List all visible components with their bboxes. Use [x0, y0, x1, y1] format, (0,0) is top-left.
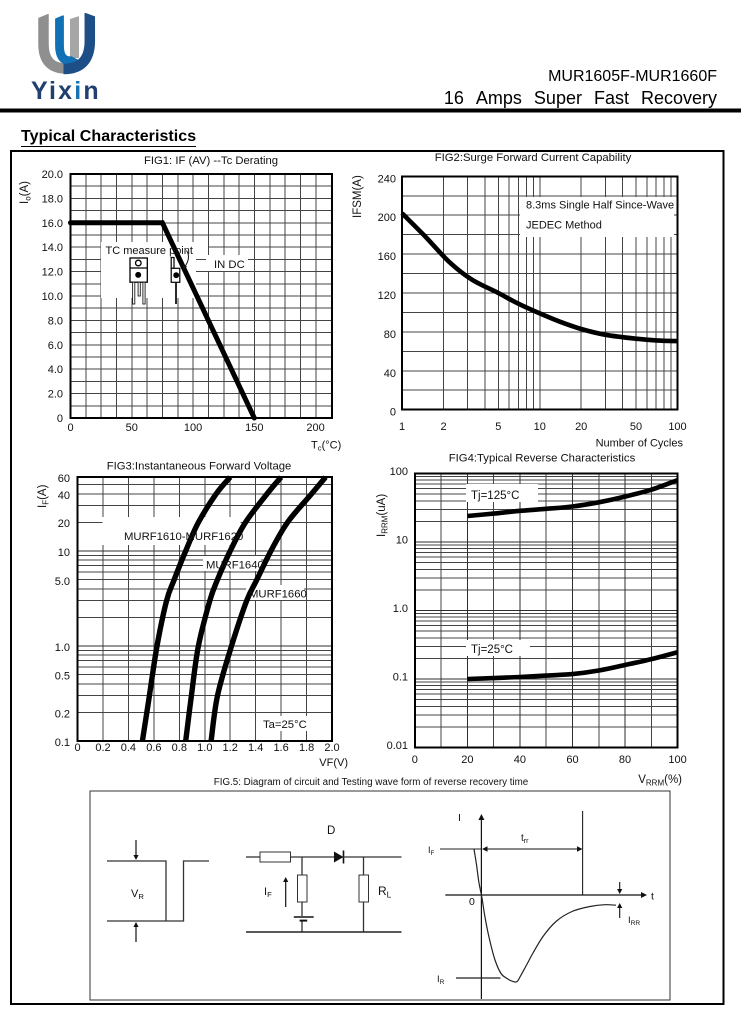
svg-text:Tc(°C): Tc(°C) — [311, 440, 341, 453]
svg-text:10: 10 — [534, 421, 546, 433]
svg-text:80: 80 — [619, 754, 631, 766]
svg-text:Number of Cycles: Number of Cycles — [596, 438, 684, 450]
svg-text:t: t — [651, 891, 654, 903]
svg-text:0.6: 0.6 — [146, 742, 161, 754]
svg-text:100: 100 — [668, 754, 686, 766]
svg-text:1.6: 1.6 — [273, 742, 288, 754]
svg-text:0.4: 0.4 — [121, 742, 136, 754]
svg-text:IN DC: IN DC — [214, 259, 245, 271]
svg-text:Yixin: Yixin — [31, 77, 101, 105]
svg-text:0.01: 0.01 — [387, 740, 408, 752]
svg-text:MUR1605F-MUR1660F: MUR1605F-MUR1660F — [548, 68, 717, 85]
svg-text:240: 240 — [378, 173, 396, 185]
svg-text:1.0: 1.0 — [197, 742, 212, 754]
svg-text:IRR: IRR — [628, 915, 640, 927]
svg-text:1.4: 1.4 — [248, 742, 263, 754]
svg-text:FIG2:Surge Forward Current Cap: FIG2:Surge Forward Current Capability — [435, 152, 632, 164]
svg-text:16.0: 16.0 — [42, 218, 63, 230]
svg-text:10: 10 — [396, 535, 408, 547]
svg-text:120: 120 — [378, 290, 396, 302]
svg-text:40: 40 — [514, 754, 526, 766]
svg-text:5: 5 — [495, 421, 501, 433]
svg-text:MURF1660: MURF1660 — [249, 589, 307, 601]
svg-text:100: 100 — [390, 466, 408, 478]
svg-text:IF: IF — [264, 886, 272, 899]
svg-text:4.0: 4.0 — [48, 364, 63, 376]
svg-text:Tj=25°C: Tj=25°C — [471, 644, 513, 656]
svg-text:Ta=25°C: Ta=25°C — [263, 719, 307, 731]
svg-text:0.1: 0.1 — [55, 737, 70, 749]
svg-text:6.0: 6.0 — [48, 340, 63, 352]
svg-text:FIG.5: Diagram of circuit and: FIG.5: Diagram of circuit and Testing wa… — [214, 777, 529, 788]
svg-text:60: 60 — [58, 473, 70, 485]
svg-text:VF(V): VF(V) — [319, 757, 348, 769]
svg-text:1.0: 1.0 — [55, 642, 70, 654]
svg-text:FIG3:Instantaneous Forward Vol: FIG3:Instantaneous Forward Voltage — [107, 461, 292, 473]
svg-text:160: 160 — [378, 251, 396, 263]
svg-text:14.0: 14.0 — [42, 242, 63, 254]
svg-text:VR: VR — [131, 888, 144, 901]
svg-text:Typical Characteristics: Typical Characteristics — [21, 128, 196, 145]
svg-text:16 Amps Super Fast Recovery: 16 Amps Super Fast Recovery — [444, 88, 717, 108]
svg-text:200: 200 — [378, 212, 396, 224]
svg-text:20: 20 — [461, 754, 473, 766]
svg-text:1.8: 1.8 — [299, 742, 314, 754]
svg-text:VRRM(%): VRRM(%) — [638, 774, 682, 787]
svg-text:5.0: 5.0 — [55, 576, 70, 588]
svg-text:2.0: 2.0 — [48, 389, 63, 401]
svg-text:MURF1610-MURF1620: MURF1610-MURF1620 — [124, 531, 243, 543]
svg-text:0: 0 — [74, 742, 80, 754]
svg-text:0.8: 0.8 — [172, 742, 187, 754]
svg-text:20: 20 — [575, 421, 587, 433]
svg-text:FIG4:Typical Reverse Character: FIG4:Typical Reverse Characteristics — [449, 453, 636, 465]
svg-text:2.0: 2.0 — [324, 742, 339, 754]
svg-text:60: 60 — [566, 754, 578, 766]
svg-text:10: 10 — [58, 547, 70, 559]
svg-text:0: 0 — [390, 407, 396, 419]
svg-text:RL: RL — [378, 884, 392, 899]
svg-text:20: 20 — [58, 518, 70, 530]
svg-text:0: 0 — [67, 422, 73, 434]
svg-text:80: 80 — [384, 329, 396, 341]
svg-text:0: 0 — [469, 896, 475, 908]
svg-text:D: D — [327, 825, 335, 837]
svg-text:18.0: 18.0 — [42, 193, 63, 205]
svg-text:100: 100 — [668, 421, 686, 433]
svg-text:12.0: 12.0 — [42, 267, 63, 279]
svg-text:1: 1 — [399, 421, 405, 433]
svg-text:1.0: 1.0 — [393, 603, 408, 615]
svg-text:0.2: 0.2 — [95, 742, 110, 754]
svg-text:0.2: 0.2 — [55, 708, 70, 720]
svg-text:JEDEC Method: JEDEC Method — [526, 220, 602, 232]
svg-text:10.0: 10.0 — [42, 291, 63, 303]
svg-text:8.3ms Single Half Since-Wave: 8.3ms Single Half Since-Wave — [526, 200, 674, 212]
svg-text:MURF1640: MURF1640 — [206, 560, 264, 572]
svg-text:IFSM(A): IFSM(A) — [352, 175, 364, 218]
svg-text:trr: trr — [521, 833, 529, 845]
svg-text:50: 50 — [630, 421, 642, 433]
svg-text:8.0: 8.0 — [48, 315, 63, 327]
svg-text:IF(A): IF(A) — [37, 484, 50, 508]
svg-text:Io(A): Io(A) — [19, 181, 32, 204]
svg-text:150: 150 — [245, 422, 263, 434]
svg-text:100: 100 — [184, 422, 202, 434]
svg-text:TC measure point: TC measure point — [106, 245, 193, 257]
svg-text:IR: IR — [437, 974, 445, 986]
svg-text:0.1: 0.1 — [393, 672, 408, 684]
svg-text:2: 2 — [440, 421, 446, 433]
svg-text:40: 40 — [384, 368, 396, 380]
svg-text:1.2: 1.2 — [223, 742, 238, 754]
svg-text:IF: IF — [428, 845, 435, 857]
svg-text:I: I — [458, 812, 461, 824]
svg-text:0.5: 0.5 — [55, 671, 70, 683]
svg-text:50: 50 — [126, 422, 138, 434]
svg-text:20.0: 20.0 — [42, 169, 63, 181]
svg-text:200: 200 — [306, 422, 324, 434]
svg-text:Tj=125°C: Tj=125°C — [471, 490, 519, 502]
svg-text:IRRM(uA): IRRM(uA) — [376, 494, 389, 537]
svg-text:0: 0 — [57, 413, 63, 425]
svg-text:0: 0 — [412, 754, 418, 766]
svg-text:FIG1: IF (AV) --Tc Derating: FIG1: IF (AV) --Tc Derating — [144, 155, 278, 167]
svg-text:40: 40 — [58, 490, 70, 502]
